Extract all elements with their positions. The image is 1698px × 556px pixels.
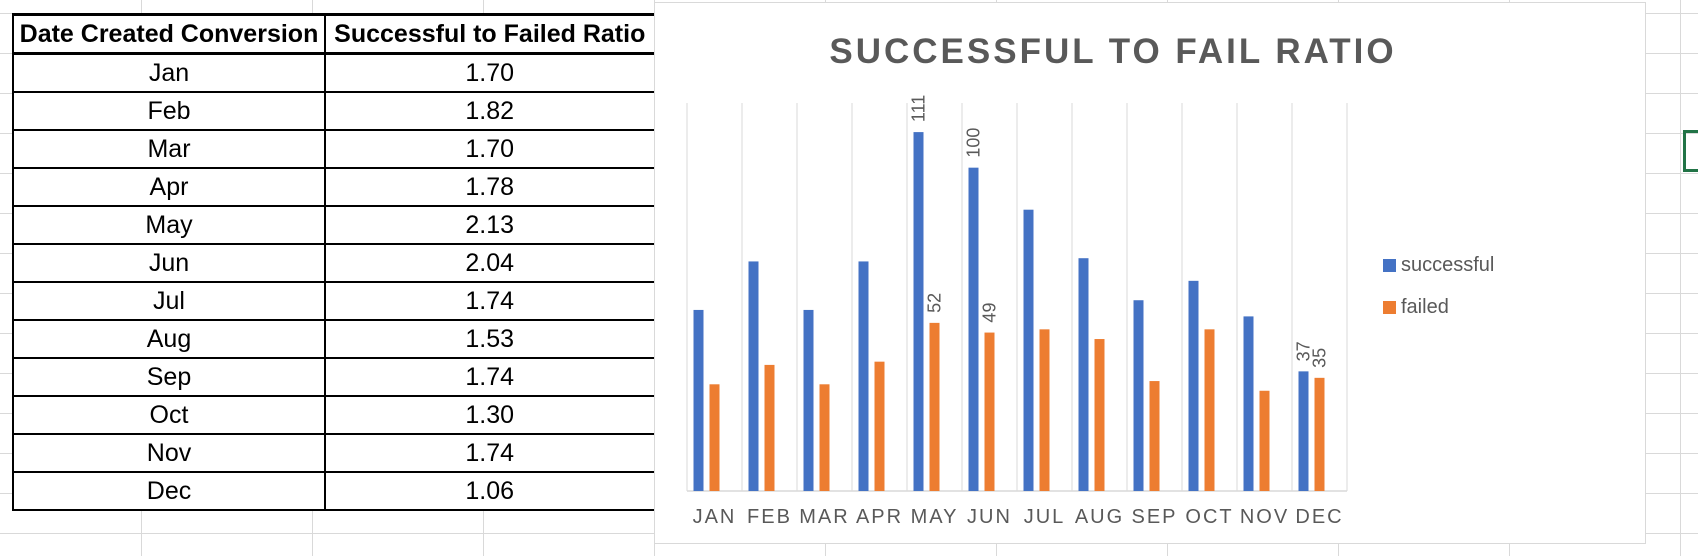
x-tick-label: JUN xyxy=(967,506,1012,528)
x-tick-label: NOV xyxy=(1240,506,1289,528)
header-cell-date[interactable]: Date Created Conversion xyxy=(12,13,326,55)
bar-successful-sep xyxy=(1133,300,1144,491)
x-tick-label: AUG xyxy=(1075,506,1124,528)
bar-successful-jun xyxy=(968,167,979,491)
ratio-cell[interactable]: 1.70 xyxy=(324,129,657,169)
x-tick-label: MAR xyxy=(799,506,849,528)
ratio-cell[interactable]: 1.74 xyxy=(324,281,657,321)
bar-failed-jan xyxy=(709,384,720,491)
table-header-row: Date Created Conversion Successful to Fa… xyxy=(12,13,657,55)
ratio-cell[interactable]: 1.82 xyxy=(324,91,657,131)
data-label: 49 xyxy=(980,303,1000,323)
x-tick-label: JAN xyxy=(693,506,737,528)
table-row: Oct 1.30 xyxy=(12,395,657,435)
x-tick-label: JUL xyxy=(1024,506,1066,528)
bar-successful-dec xyxy=(1298,371,1309,491)
month-cell[interactable]: Mar xyxy=(12,129,326,169)
table-row: Dec 1.06 xyxy=(12,471,657,511)
month-cell[interactable]: Nov xyxy=(12,433,326,473)
bar-failed-dec xyxy=(1314,377,1325,491)
ratio-cell[interactable]: 1.74 xyxy=(324,357,657,397)
bar-successful-mar xyxy=(803,309,814,491)
table-row: Apr 1.78 xyxy=(12,167,657,207)
x-tick-label: FEB xyxy=(747,506,792,528)
month-cell[interactable]: Jul xyxy=(12,281,326,321)
bar-successful-feb xyxy=(748,261,759,491)
bar-successful-jul xyxy=(1023,209,1034,491)
data-label: 37 xyxy=(1294,341,1314,361)
bar-successful-oct xyxy=(1188,280,1199,491)
table-row: Aug 1.53 xyxy=(12,319,657,359)
month-cell[interactable]: Aug xyxy=(12,319,326,359)
x-tick-label: SEP xyxy=(1131,506,1177,528)
bar-failed-apr xyxy=(874,361,885,491)
x-tick-label: DEC xyxy=(1295,506,1343,528)
data-label: 52 xyxy=(925,293,945,313)
month-cell[interactable]: Jun xyxy=(12,243,326,283)
table-row: Jul 1.74 xyxy=(12,281,657,321)
bar-successful-aug xyxy=(1078,258,1089,491)
ratio-cell[interactable]: 1.78 xyxy=(324,167,657,207)
selected-cell-indicator[interactable] xyxy=(1683,130,1698,172)
month-cell[interactable]: Apr xyxy=(12,167,326,207)
legend-swatch-successful xyxy=(1383,259,1396,272)
ratio-cell[interactable]: 1.70 xyxy=(324,52,657,93)
month-cell[interactable]: Jan xyxy=(12,52,326,93)
ratio-cell[interactable]: 2.04 xyxy=(324,243,657,283)
legend-label-failed: failed xyxy=(1401,296,1449,318)
data-label: 35 xyxy=(1310,348,1330,368)
table-row: Nov 1.74 xyxy=(12,433,657,473)
x-tick-label: APR xyxy=(856,506,903,528)
bar-failed-jul xyxy=(1039,329,1050,491)
x-tick-label: MAY xyxy=(911,506,959,528)
table-row: Mar 1.70 xyxy=(12,129,657,169)
bar-successful-jan xyxy=(693,309,704,491)
legend-label-successful: successful xyxy=(1401,254,1494,276)
bar-failed-nov xyxy=(1259,390,1270,491)
chart-title: SUCCESSFUL TO FAIL RATIO xyxy=(829,32,1396,71)
bar-successful-nov xyxy=(1243,316,1254,491)
ratio-cell[interactable]: 2.13 xyxy=(324,205,657,245)
bar-failed-jun xyxy=(984,332,995,491)
table-row: Sep 1.74 xyxy=(12,357,657,397)
month-cell[interactable]: Dec xyxy=(12,471,326,511)
data-label: 100 xyxy=(964,128,984,158)
month-cell[interactable]: May xyxy=(12,205,326,245)
header-cell-ratio[interactable]: Successful to Failed Ratio xyxy=(324,13,657,55)
chart-panel[interactable]: SUCCESSFUL TO FAIL RATIO JAN FEB MAR APR MAY J… xyxy=(654,2,1646,544)
bar-failed-feb xyxy=(764,364,775,491)
month-cell[interactable]: Sep xyxy=(12,357,326,397)
month-cell[interactable]: Feb xyxy=(12,91,326,131)
table-row: Jan 1.70 xyxy=(12,52,657,93)
ratio-cell[interactable]: 1.74 xyxy=(324,433,657,473)
bar-failed-aug xyxy=(1094,339,1105,491)
table-row: Feb 1.82 xyxy=(12,91,657,131)
table-row: May 2.13 xyxy=(12,205,657,245)
bar-failed-may xyxy=(929,322,940,491)
bar-failed-sep xyxy=(1149,381,1160,491)
legend-swatch-failed xyxy=(1383,301,1396,314)
bar-failed-oct xyxy=(1204,329,1215,491)
ratio-cell[interactable]: 1.06 xyxy=(324,471,657,511)
month-cell[interactable]: Oct xyxy=(12,395,326,435)
bar-successful-apr xyxy=(858,261,869,491)
data-label: 111 xyxy=(909,95,929,122)
table-row: Jun 2.04 xyxy=(12,243,657,283)
ratio-cell[interactable]: 1.53 xyxy=(324,319,657,359)
bar-chart: SUCCESSFUL TO FAIL RATIO JAN FEB MAR APR MAY J… xyxy=(686,32,1494,528)
bar-failed-mar xyxy=(819,384,830,491)
bar-successful-may xyxy=(913,132,924,491)
ratio-cell[interactable]: 1.30 xyxy=(324,395,657,435)
data-table: Date Created Conversion Successful to Fa… xyxy=(12,13,657,511)
x-tick-label: OCT xyxy=(1185,506,1233,528)
